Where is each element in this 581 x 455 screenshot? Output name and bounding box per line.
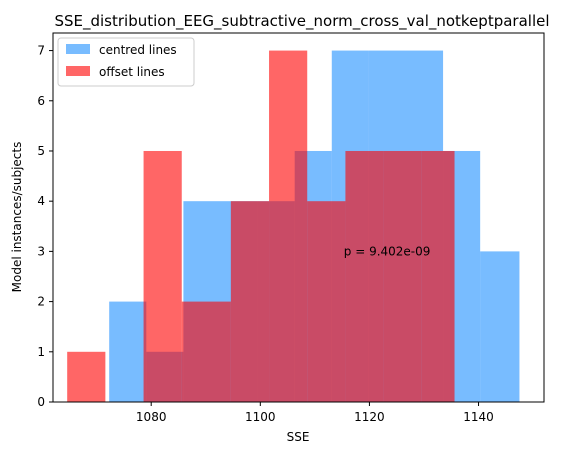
histogram-bar-offset-lines-7 — [345, 150, 384, 402]
legend-label-centred-lines: centred lines — [99, 43, 177, 57]
histogram-bar-offset-lines-0 — [67, 351, 106, 402]
y-tick-label: 1 — [37, 345, 45, 359]
axes-frame — [52, 32, 545, 403]
histogram-bar-offset-lines-6 — [307, 201, 346, 402]
histogram-bar-centred-lines-1 — [109, 301, 147, 402]
histogram-bar-offset-lines-4 — [230, 201, 270, 402]
x-axis-label: SSE — [287, 430, 310, 444]
legend-swatch-offset-lines — [66, 66, 90, 76]
x-tick-label: 1140 — [463, 410, 494, 424]
histogram-bar-centred-lines-11 — [480, 251, 520, 402]
histogram-bar-offset-lines-3 — [181, 301, 231, 402]
y-axis-label: Model instances/subjects — [10, 142, 24, 293]
axis-ticks: 1080 1100 1120 1140 0 1 2 3 4 5 6 7 — [37, 44, 493, 424]
histogram-bar-offset-lines-9 — [421, 150, 455, 402]
chart-title: SSE_distribution_EEG_subtractive_norm_cr… — [54, 12, 549, 31]
legend-box — [57, 37, 195, 87]
histogram-bar-offset-lines-2 — [143, 150, 182, 402]
legend-swatch-centred-lines — [66, 44, 90, 54]
x-tick-label: 1100 — [245, 410, 276, 424]
legend: centred lines offset lines — [57, 37, 195, 87]
x-tick-label: 1080 — [136, 410, 167, 424]
y-tick-label: 5 — [37, 144, 45, 158]
x-tick-label: 1120 — [354, 410, 385, 424]
y-tick-label: 3 — [37, 244, 45, 258]
histogram-bar-offset-lines-8 — [383, 150, 422, 402]
y-tick-label: 6 — [37, 94, 45, 108]
plot-area — [67, 50, 520, 402]
y-tick-label: 7 — [37, 44, 45, 58]
y-tick-label: 4 — [37, 194, 45, 208]
y-tick-label: 0 — [37, 395, 45, 409]
legend-label-offset-lines: offset lines — [99, 65, 165, 79]
y-tick-label: 2 — [37, 295, 45, 309]
p-value-annotation: p = 9.402e-09 — [344, 244, 431, 258]
histogram-bar-offset-lines-5 — [269, 50, 308, 402]
